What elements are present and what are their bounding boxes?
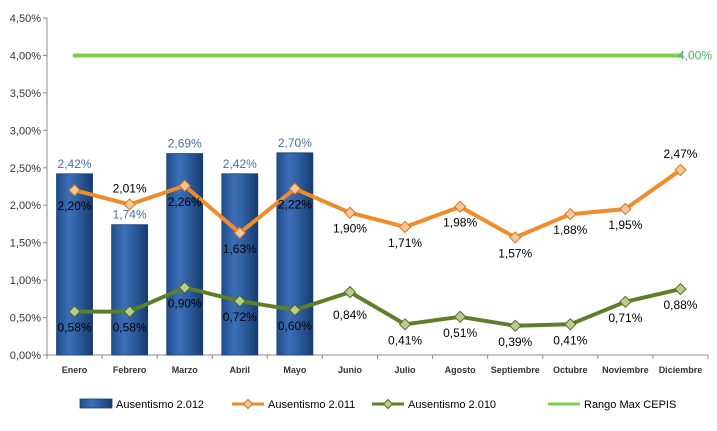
data-label-ausentismo-2011: 2,47% [663, 147, 697, 161]
data-label-ausentismo-2011: 1,71% [388, 236, 422, 250]
x-tick-label: Abril [230, 365, 251, 375]
y-tick-label: 3,50% [10, 88, 41, 100]
point-ausentismo-2011 [674, 163, 687, 177]
data-label-ausentismo-2010: 0,41% [388, 333, 422, 347]
data-label-ausentismo-2011: 2,22% [278, 198, 312, 212]
data-label-ausentismo-2012: 2,69% [168, 137, 202, 151]
y-tick-label: 4,50% [10, 13, 41, 25]
data-label-ausentismo-2012: 1,74% [113, 208, 147, 222]
point-ausentismo-2010 [178, 281, 191, 294]
series-line-ausentismo-2011 [72, 168, 683, 240]
point-ausentismo-2011 [178, 179, 191, 192]
y-tick-label: 1,00% [10, 275, 41, 287]
data-label-ausentismo-2011: 2,26% [168, 195, 202, 209]
point-ausentismo-2010 [288, 303, 302, 317]
point-ausentismo-2010 [68, 305, 81, 318]
data-label-ausentismo-2011: 1,95% [608, 218, 642, 232]
data-label-ausentismo-2010: 0,72% [223, 310, 257, 324]
x-tick-label: Septiembre [491, 365, 540, 375]
point-ausentismo-2010 [564, 318, 577, 331]
data-label-ausentismo-2010: 0,51% [443, 326, 477, 340]
data-label-ausentismo-2010: 0,41% [553, 333, 587, 347]
x-tick-label: Noviembre [602, 365, 649, 375]
y-tick-label: 3,00% [10, 125, 41, 137]
data-label-ausentismo-2010: 0,58% [58, 321, 92, 335]
point-ausentismo-2011 [233, 226, 246, 240]
x-tick-label: Enero [62, 365, 88, 375]
legend-ausentismo-2010: Ausentismo 2.010 [372, 398, 496, 411]
x-tick-label: Febrero [113, 365, 147, 375]
legend-label: Ausentismo 2.012 [116, 399, 204, 411]
data-label-ausentismo-2012: 2,42% [58, 157, 92, 171]
data-label-ausentismo-2010: 0,71% [608, 311, 642, 325]
data-label-ausentismo-2010: 0,60% [278, 319, 312, 333]
point-ausentismo-2011 [288, 182, 302, 195]
y-tick-label: 4,00% [10, 50, 41, 62]
legend-swatch [79, 398, 113, 409]
x-tick-label: Julio [395, 365, 417, 375]
point-ausentismo-2010 [619, 295, 632, 309]
x-tick-label: Agosto [445, 365, 476, 375]
data-label-ausentismo-2011: 1,57% [498, 246, 532, 260]
point-ausentismo-2011 [68, 184, 81, 197]
bar-ausentismo-2012 [221, 173, 259, 356]
series-line-ausentismo-2010 [72, 285, 683, 328]
point-ausentismo-2011 [343, 206, 357, 219]
data-label-ausentismo-2011: 2,01% [113, 181, 147, 195]
data-label-ausentismo-2011: 1,98% [443, 216, 477, 230]
point-ausentismo-2010 [343, 285, 357, 299]
point-ausentismo-2010 [453, 310, 467, 324]
data-label-ausentismo-2011: 2,20% [58, 199, 92, 213]
x-tick-label: Marzo [172, 365, 199, 375]
y-tick-label: 2,50% [10, 163, 41, 175]
y-tick-label: 0,00% [10, 350, 41, 362]
data-label-ausentismo-2010: 0,58% [113, 321, 147, 335]
data-label-ausentismo-2011: 1,90% [333, 222, 367, 236]
legend-label: Ausentismo 2.011 [268, 399, 355, 411]
legend-ausentismo-2011: Ausentismo 2.011 [232, 398, 355, 411]
legend-marker [242, 398, 254, 410]
y-tick-label: 0,50% [10, 313, 41, 325]
x-tick-label: Junio [338, 365, 363, 375]
data-label-ausentismo-2012: 2,70% [278, 136, 312, 150]
data-label-ausentismo-2010: 0,88% [663, 298, 697, 312]
bar-ausentismo-2012 [111, 224, 149, 356]
point-ausentismo-2011 [564, 208, 577, 221]
point-ausentismo-2010 [123, 305, 136, 318]
point-ausentismo-2011 [123, 198, 136, 211]
legend-marker [382, 398, 394, 410]
x-tick-label: Mayo [283, 365, 307, 375]
point-ausentismo-2011 [453, 200, 467, 213]
data-label-ausentismo-2012: 2,42% [223, 157, 257, 171]
data-label-ausentismo-2011: 1,88% [553, 223, 587, 237]
legend-ausentismo-2012: Ausentismo 2.012 [79, 398, 204, 411]
point-ausentismo-2011 [398, 220, 412, 234]
legend-label: Ausentismo 2.010 [408, 399, 496, 411]
point-ausentismo-2011 [509, 231, 522, 244]
point-ausentismo-2010 [674, 282, 687, 296]
legend-label: Rango Max CEPIS [584, 399, 676, 411]
x-tick-label: Diciembre [659, 365, 703, 375]
y-tick-label: 2,00% [10, 200, 41, 212]
data-label-ausentismo-2010: 0,90% [168, 297, 202, 311]
data-label-rango-max-cepis: 4,00% [678, 48, 712, 62]
point-ausentismo-2010 [509, 319, 522, 333]
bar-ausentismo-2012 [56, 173, 93, 356]
data-label-ausentismo-2010: 0,39% [498, 335, 532, 349]
data-label-ausentismo-2010: 0,84% [333, 308, 367, 322]
point-ausentismo-2011 [619, 202, 632, 216]
point-ausentismo-2010 [398, 318, 412, 331]
data-label-ausentismo-2011: 1,63% [223, 242, 257, 256]
legend-rango-max-cepis: Rango Max CEPIS [548, 399, 676, 411]
point-ausentismo-2010 [233, 294, 246, 308]
x-tick-label: Octubre [553, 365, 588, 375]
y-tick-label: 1,50% [10, 238, 41, 250]
